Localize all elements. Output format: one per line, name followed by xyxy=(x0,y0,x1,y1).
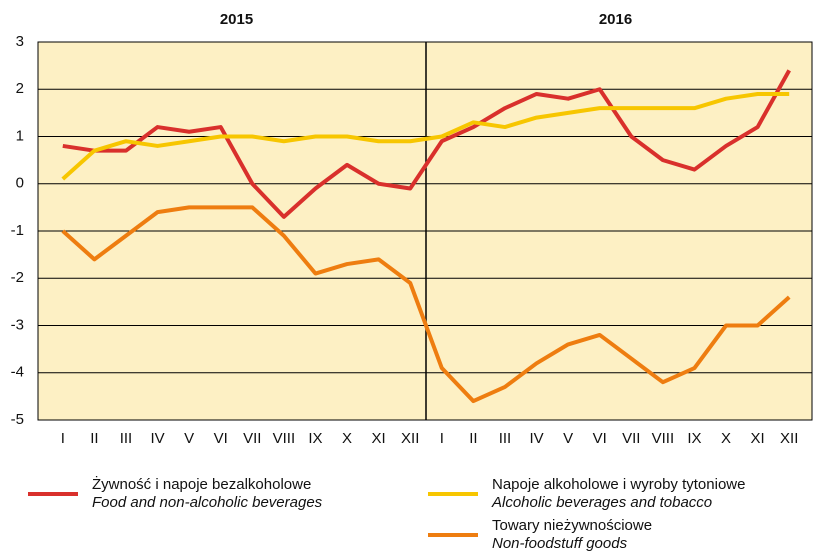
x-tick-label: IX xyxy=(308,430,322,447)
x-tick-label: V xyxy=(184,430,194,447)
x-tick-label: IV xyxy=(150,430,164,447)
x-tick-label: I xyxy=(61,430,65,447)
x-tick-label: III xyxy=(120,430,133,447)
x-tick-label: XII xyxy=(780,430,798,447)
legend-label: Towary nieżywnościowe xyxy=(492,517,652,534)
x-tick-label: VII xyxy=(243,430,261,447)
legend-label: Żywność i napoje bezalkoholowe xyxy=(92,475,311,493)
legend-label-en: Alcoholic beverages and tobacco xyxy=(491,494,712,511)
y-tick-label: -3 xyxy=(11,316,24,333)
x-tick-label: XI xyxy=(751,430,765,447)
x-tick-label: II xyxy=(469,430,477,447)
legend-label: Napoje alkoholowe i wyroby tytoniowe xyxy=(492,476,745,493)
y-tick-label: -5 xyxy=(11,411,24,428)
x-tick-label: IV xyxy=(529,430,543,447)
y-tick-label: 0 xyxy=(16,175,24,192)
x-tick-label: XI xyxy=(372,430,386,447)
x-tick-label: II xyxy=(90,430,98,447)
x-tick-label: X xyxy=(342,430,352,447)
x-tick-label: VIII xyxy=(273,430,296,447)
x-tick-label: III xyxy=(499,430,512,447)
x-tick-label: VI xyxy=(593,430,607,447)
x-tick-label: V xyxy=(563,430,573,447)
y-tick-label: 3 xyxy=(16,33,24,50)
x-tick-label: VII xyxy=(622,430,640,447)
x-tick-label: XII xyxy=(401,430,419,447)
x-tick-label: VIII xyxy=(652,430,675,447)
year-label: 2016 xyxy=(599,11,632,28)
y-tick-label: -2 xyxy=(11,269,24,286)
x-tick-label: I xyxy=(440,430,444,447)
x-tick-label: VI xyxy=(214,430,228,447)
y-tick-label: 2 xyxy=(16,80,24,97)
y-tick-label: -1 xyxy=(11,222,24,239)
x-tick-label: IX xyxy=(687,430,701,447)
y-tick-label: -4 xyxy=(11,364,24,381)
year-label: 2015 xyxy=(220,11,253,28)
legend-label-en: Non-foodstuff goods xyxy=(492,535,628,552)
x-tick-label: X xyxy=(721,430,731,447)
series-line xyxy=(62,69,791,219)
y-tick-label: 1 xyxy=(16,127,24,144)
series-line xyxy=(61,205,791,404)
legend-label-en: Food and non-alcoholic beverages xyxy=(92,494,323,511)
series-line xyxy=(61,91,790,181)
